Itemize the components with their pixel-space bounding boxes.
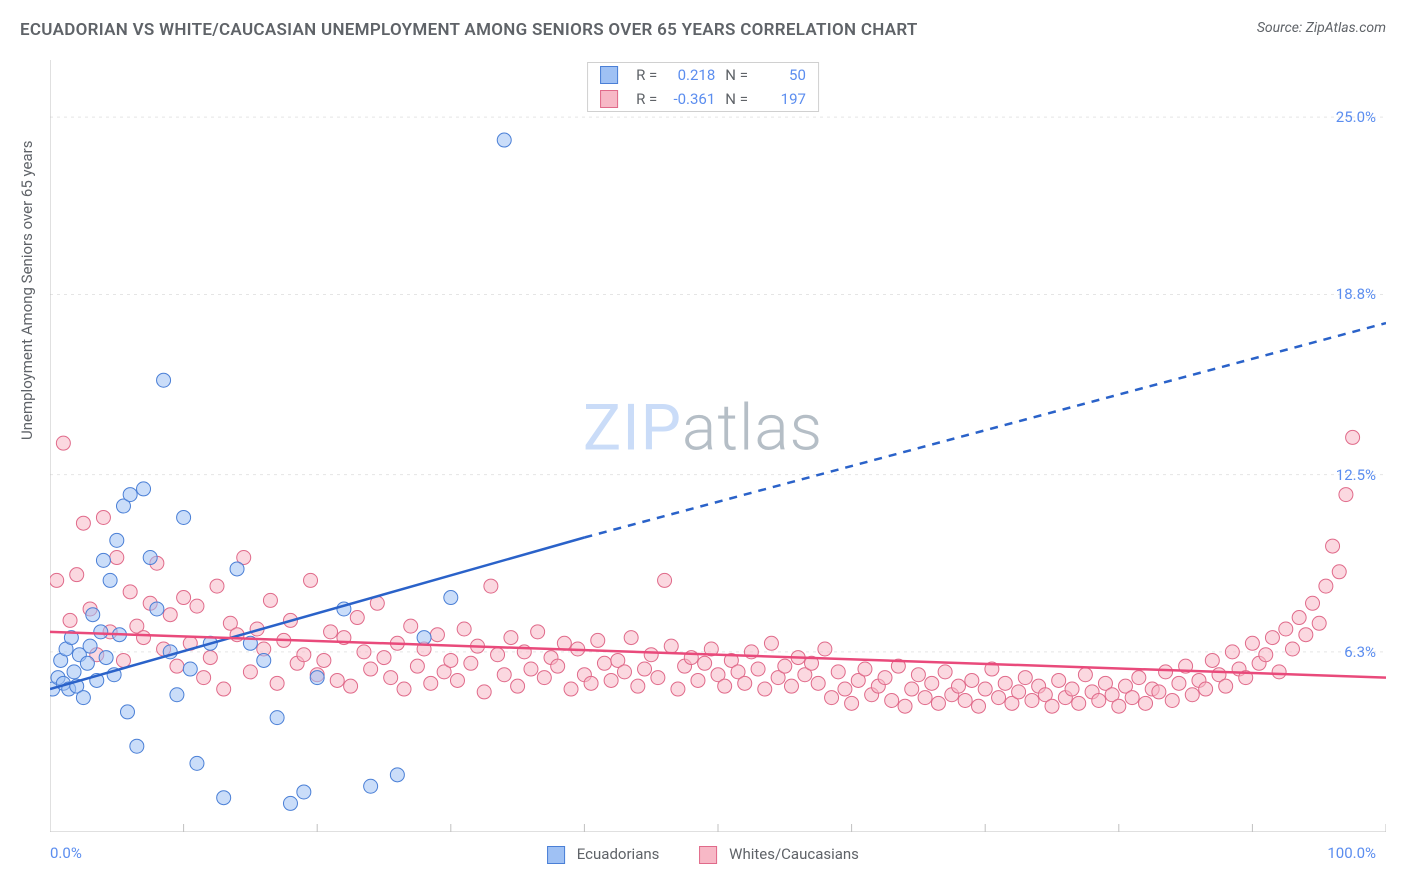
ytick-label: 12.5% xyxy=(1336,466,1376,484)
chart-title: ECUADORIAN VS WHITE/CAUCASIAN UNEMPLOYME… xyxy=(20,20,918,40)
stat-n-value-ecuadorians: 50 xyxy=(758,66,806,84)
legend-item-ecuadorians: Ecuadorians xyxy=(547,845,659,864)
swatch-pink-icon xyxy=(699,846,717,864)
plot-svg xyxy=(50,60,1386,832)
xtick-label-right: 100.0% xyxy=(1327,844,1376,862)
legend-bottom: Ecuadorians Whites/Caucasians xyxy=(547,845,859,864)
plot-area xyxy=(50,60,1386,832)
stats-row-whites: R = -0.361 N = 197 xyxy=(588,87,818,111)
swatch-blue-icon xyxy=(600,66,618,84)
stat-r-value-ecuadorians: 0.218 xyxy=(667,66,715,84)
ytick-label: 6.3% xyxy=(1344,643,1376,661)
legend-item-whites: Whites/Caucasians xyxy=(699,845,859,864)
swatch-blue-icon xyxy=(547,846,565,864)
ytick-label: 25.0% xyxy=(1336,108,1376,126)
stat-n-label: N = xyxy=(725,90,748,108)
stat-n-value-whites: 197 xyxy=(758,90,806,108)
source-label: Source: ZipAtlas.com xyxy=(1257,20,1386,36)
stat-n-label: N = xyxy=(725,66,748,84)
chart-container: ECUADORIAN VS WHITE/CAUCASIAN UNEMPLOYME… xyxy=(0,0,1406,892)
swatch-pink-icon xyxy=(600,90,618,108)
stats-box: R = 0.218 N = 50 R = -0.361 N = 197 xyxy=(587,62,819,112)
stat-r-label: R = xyxy=(636,66,657,84)
stats-row-ecuadorians: R = 0.218 N = 50 xyxy=(588,63,818,87)
stat-r-label: R = xyxy=(636,90,657,108)
y-axis-label: Unemployment Among Seniors over 65 years xyxy=(18,141,36,440)
xtick-label-left: 0.0% xyxy=(50,844,82,862)
legend-label-whites: Whites/Caucasians xyxy=(729,845,859,863)
ytick-label: 18.8% xyxy=(1336,285,1376,303)
legend-label-ecuadorians: Ecuadorians xyxy=(577,845,660,863)
stat-r-value-whites: -0.361 xyxy=(667,90,715,108)
